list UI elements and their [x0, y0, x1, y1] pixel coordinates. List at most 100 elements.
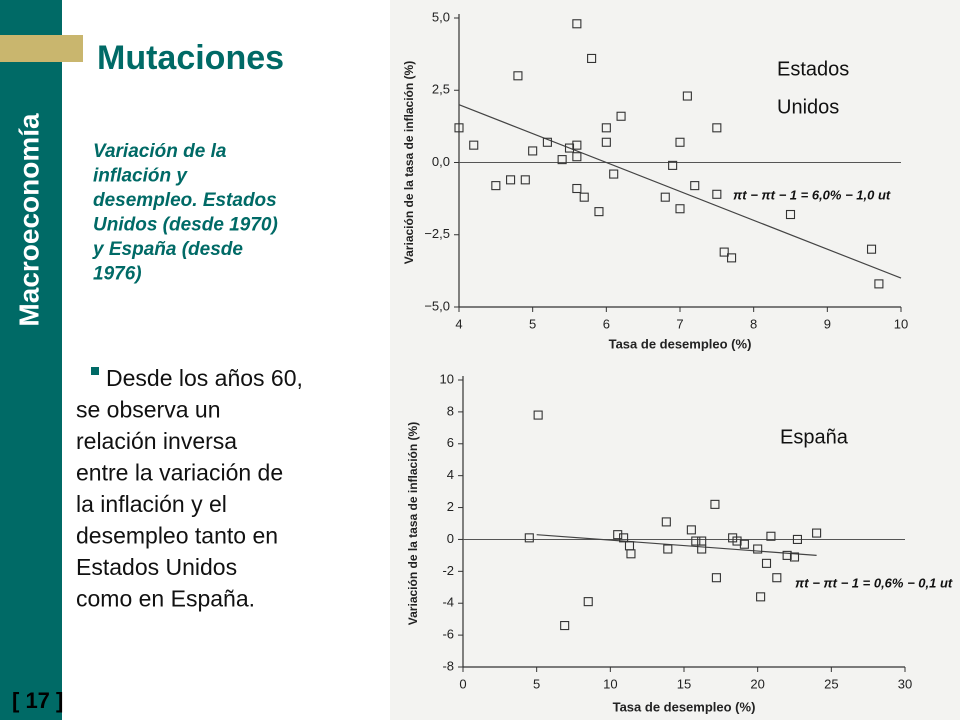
- data-point: [727, 253, 737, 263]
- x-tick-label: 5: [533, 676, 540, 691]
- data-point: [732, 536, 742, 546]
- data-point: [491, 181, 501, 191]
- data-point: [663, 544, 673, 554]
- y-tick-label: -4: [442, 595, 454, 610]
- bullet: [91, 367, 99, 375]
- data-point: [711, 573, 721, 583]
- fit-equation: πt − πt − 1 = 0,6% − 0,1 ut: [795, 575, 953, 590]
- data-point: [682, 91, 692, 101]
- x-tick-label: 15: [677, 676, 691, 691]
- x-tick-label: 20: [750, 676, 764, 691]
- data-point: [564, 143, 575, 153]
- data-point: [668, 160, 678, 170]
- bullet-line: Estados Unidos: [76, 554, 237, 580]
- data-point: [557, 155, 567, 165]
- subtitle-line: desempleo. Estados: [93, 190, 277, 211]
- y-tick-label: −5,0: [424, 298, 450, 313]
- data-point: [772, 573, 782, 583]
- data-point: [572, 152, 582, 162]
- data-point: [686, 525, 696, 535]
- fit-line: [536, 534, 817, 556]
- bullet-line: la inflación y el: [76, 491, 227, 517]
- x-tick-label: 0: [459, 676, 466, 691]
- data-point: [594, 207, 604, 217]
- chart-title: España: [780, 426, 849, 448]
- data-point: [572, 140, 582, 150]
- x-tick-label: 4: [455, 316, 462, 331]
- data-point: [812, 528, 822, 538]
- y-tick-label: -8: [442, 658, 454, 673]
- y-axis-label: Variación de la tasa de inflación (%): [402, 61, 416, 264]
- bullet-line: se observa un: [76, 397, 220, 423]
- data-point: [690, 181, 700, 191]
- data-point: [691, 536, 701, 546]
- sidebar-text: Macroeconomía: [13, 113, 44, 327]
- x-tick-label: 10: [603, 676, 617, 691]
- data-point: [753, 544, 763, 554]
- x-tick-label: 9: [824, 316, 831, 331]
- bullet-line: relación inversa: [76, 428, 237, 454]
- y-tick-label: 2,5: [432, 82, 450, 97]
- data-point: [469, 140, 479, 150]
- bullet-line: como en España.: [76, 586, 255, 612]
- x-axis-label: Tasa de desempleo (%): [613, 699, 756, 714]
- data-point: [583, 597, 593, 607]
- x-tick-label: 30: [898, 676, 912, 691]
- data-point: [579, 192, 589, 202]
- fit-line: [458, 104, 902, 279]
- x-tick-label: 10: [894, 316, 908, 331]
- data-point: [712, 189, 722, 199]
- y-tick-label: 5,0: [432, 9, 450, 24]
- y-tick-label: 2: [447, 499, 454, 514]
- data-point: [785, 209, 796, 220]
- bullet-line: Desde los años 60,: [106, 365, 303, 391]
- data-point: [572, 183, 582, 194]
- data-point: [601, 137, 611, 147]
- subtitle-line: 1976): [93, 264, 142, 285]
- data-point: [712, 123, 722, 133]
- data-point: [675, 204, 685, 214]
- data-point: [660, 192, 670, 202]
- data-point: [506, 175, 516, 185]
- data-point: [528, 146, 538, 156]
- bullet-line: desempleo tanto en: [76, 523, 278, 549]
- data-point: [710, 499, 720, 509]
- y-tick-label: 8: [447, 403, 454, 418]
- data-point: [619, 533, 629, 543]
- page-number: [ 17 ]: [12, 688, 63, 713]
- data-point: [661, 517, 671, 527]
- data-point: [792, 534, 802, 544]
- data-point: [524, 533, 534, 543]
- data-point: [609, 169, 619, 179]
- x-tick-label: 5: [529, 316, 536, 331]
- data-point: [616, 111, 626, 121]
- data-point: [560, 620, 570, 631]
- subtitle-line: Unidos (desde 1970): [93, 215, 278, 236]
- bullet-line: entre la variación de: [76, 460, 283, 486]
- y-tick-label: 10: [440, 371, 454, 386]
- data-point: [874, 279, 884, 289]
- data-point: [626, 549, 636, 559]
- y-tick-label: -2: [442, 563, 454, 578]
- chart-title: Estados: [777, 58, 849, 80]
- accent-block: [0, 35, 83, 62]
- y-tick-label: 0,0: [432, 154, 450, 169]
- x-tick-label: 7: [676, 316, 683, 331]
- chart-title: Unidos: [777, 96, 839, 118]
- data-point: [761, 558, 772, 568]
- y-tick-label: 6: [447, 435, 454, 450]
- data-point: [756, 592, 766, 602]
- data-point: [675, 137, 685, 147]
- data-point: [697, 536, 707, 546]
- data-point: [454, 123, 464, 133]
- data-point: [739, 539, 749, 549]
- sidebar: [0, 0, 62, 720]
- x-tick-label: 25: [824, 676, 838, 691]
- y-tick-label: −2,5: [424, 226, 450, 241]
- x-tick-label: 6: [603, 316, 610, 331]
- fit-equation: πt − πt − 1 = 6,0% − 1,0 ut: [733, 187, 891, 202]
- data-point: [601, 123, 611, 133]
- y-tick-label: 0: [447, 531, 454, 546]
